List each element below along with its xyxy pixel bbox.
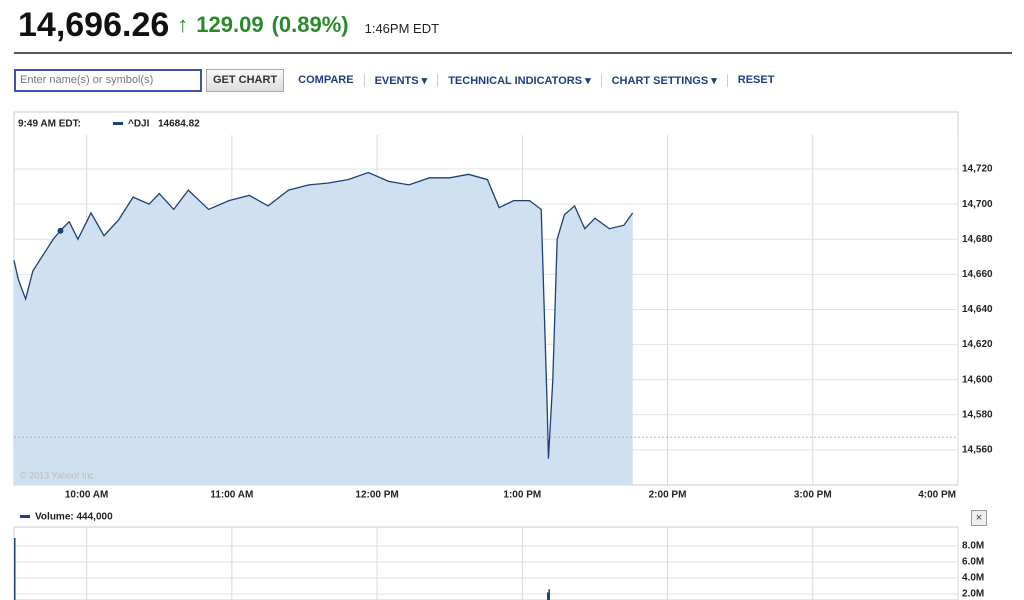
menu-item[interactable]: EVENTS ▾ [365,74,439,87]
y-tick-label: 8.0M [962,541,984,552]
get-chart-button[interactable]: GET CHART [206,69,285,92]
legend-strip [15,113,957,134]
toolbar: Enter name(s) or symbol(s) GET CHART COM… [14,69,784,92]
volume-bar [546,592,549,600]
y-tick-label: 14,680 [962,234,993,245]
change-pct: (0.89%) [271,12,349,37]
volume-bar [548,589,550,600]
legend-swatch [20,515,30,518]
menu-label: RESET [737,74,775,86]
menu-label: EVENTS [374,75,419,87]
menu-label: TECHNICAL INDICATORS [448,75,583,87]
y-tick-label: 14,660 [962,269,993,280]
volume-bar [14,538,16,600]
legend-swatch [113,122,123,125]
menu: COMPARE EVENTS ▾ TECHNICAL INDICATORS ▾ CHA… [288,74,784,87]
y-tick-label: 14,600 [962,374,993,385]
panel-border [13,526,959,600]
x-tick-label: 2:00 PM [649,490,687,501]
menu-item[interactable]: CHART SETTINGS ▾ [602,74,728,87]
price: 14,696.26 [18,5,170,44]
up-arrow: ↑ [177,12,189,37]
x-tick-label: 3:00 PM [794,490,832,501]
y-tick-label: 14,560 [962,445,993,456]
symbol-input[interactable]: Enter name(s) or symbol(s) [14,69,202,92]
menu-item[interactable]: RESET [728,74,785,87]
y-tick-label: 14,640 [962,304,993,315]
close-volume[interactable]: × [971,510,987,526]
line [13,171,634,459]
x-tick-label: 4:00 PM [918,490,956,501]
menu-label: COMPARE [298,74,354,86]
y-tick-label: 6.0M [962,557,984,568]
x-tick-label: 12:00 PM [355,490,398,501]
legend-name: ^DJI [128,119,150,130]
dropdown-icon: ▾ [708,75,717,87]
area [14,172,633,485]
dropdown-icon: ▾ [418,75,428,87]
cursor-dot [57,227,64,234]
y-tick-label: 2.0M [962,589,984,600]
y-tick-label: 14,620 [962,339,993,350]
copyright: © 2013 Yahoo! Inc. [20,470,96,480]
menu-label: CHART SETTINGS [611,75,709,87]
change: 129.09 [196,12,264,37]
menu-item[interactable]: COMPARE [288,74,365,87]
y-tick-label: 14,580 [962,409,993,420]
y-tick-label: 14,720 [962,164,993,175]
x-tick-label: 10:00 AM [65,490,109,501]
divider [14,52,1012,54]
y-tick-label: 14,700 [962,199,993,210]
quote-header: 14,696.26 ↑ 129.09 (0.89%) 1:46PM EDT [18,0,439,50]
legend-value: 14684.82 [158,119,200,130]
cursor-time: 9:49 AM EDT: [18,119,81,130]
volume-title: Volume: 444,000 [35,512,113,523]
menu-item[interactable]: TECHNICAL INDICATORS ▾ [438,74,602,87]
x-tick-label: 1:00 PM [503,490,541,501]
quote-time: 1:46PM EDT [364,20,440,36]
dropdown-icon: ▾ [582,75,591,87]
y-tick-label: 4.0M [962,573,984,584]
x-tick-label: 11:00 AM [210,490,253,501]
